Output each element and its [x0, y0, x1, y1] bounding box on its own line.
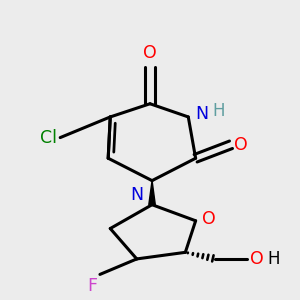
Polygon shape — [149, 181, 155, 205]
Text: Cl: Cl — [40, 129, 57, 147]
Text: O: O — [202, 210, 216, 228]
Text: N: N — [130, 186, 143, 204]
Text: H: H — [212, 102, 225, 120]
Text: O: O — [143, 44, 157, 62]
Text: F: F — [87, 277, 97, 295]
Text: O: O — [234, 136, 248, 154]
Text: O: O — [250, 250, 264, 268]
Text: N: N — [196, 105, 209, 123]
Text: H: H — [267, 250, 280, 268]
